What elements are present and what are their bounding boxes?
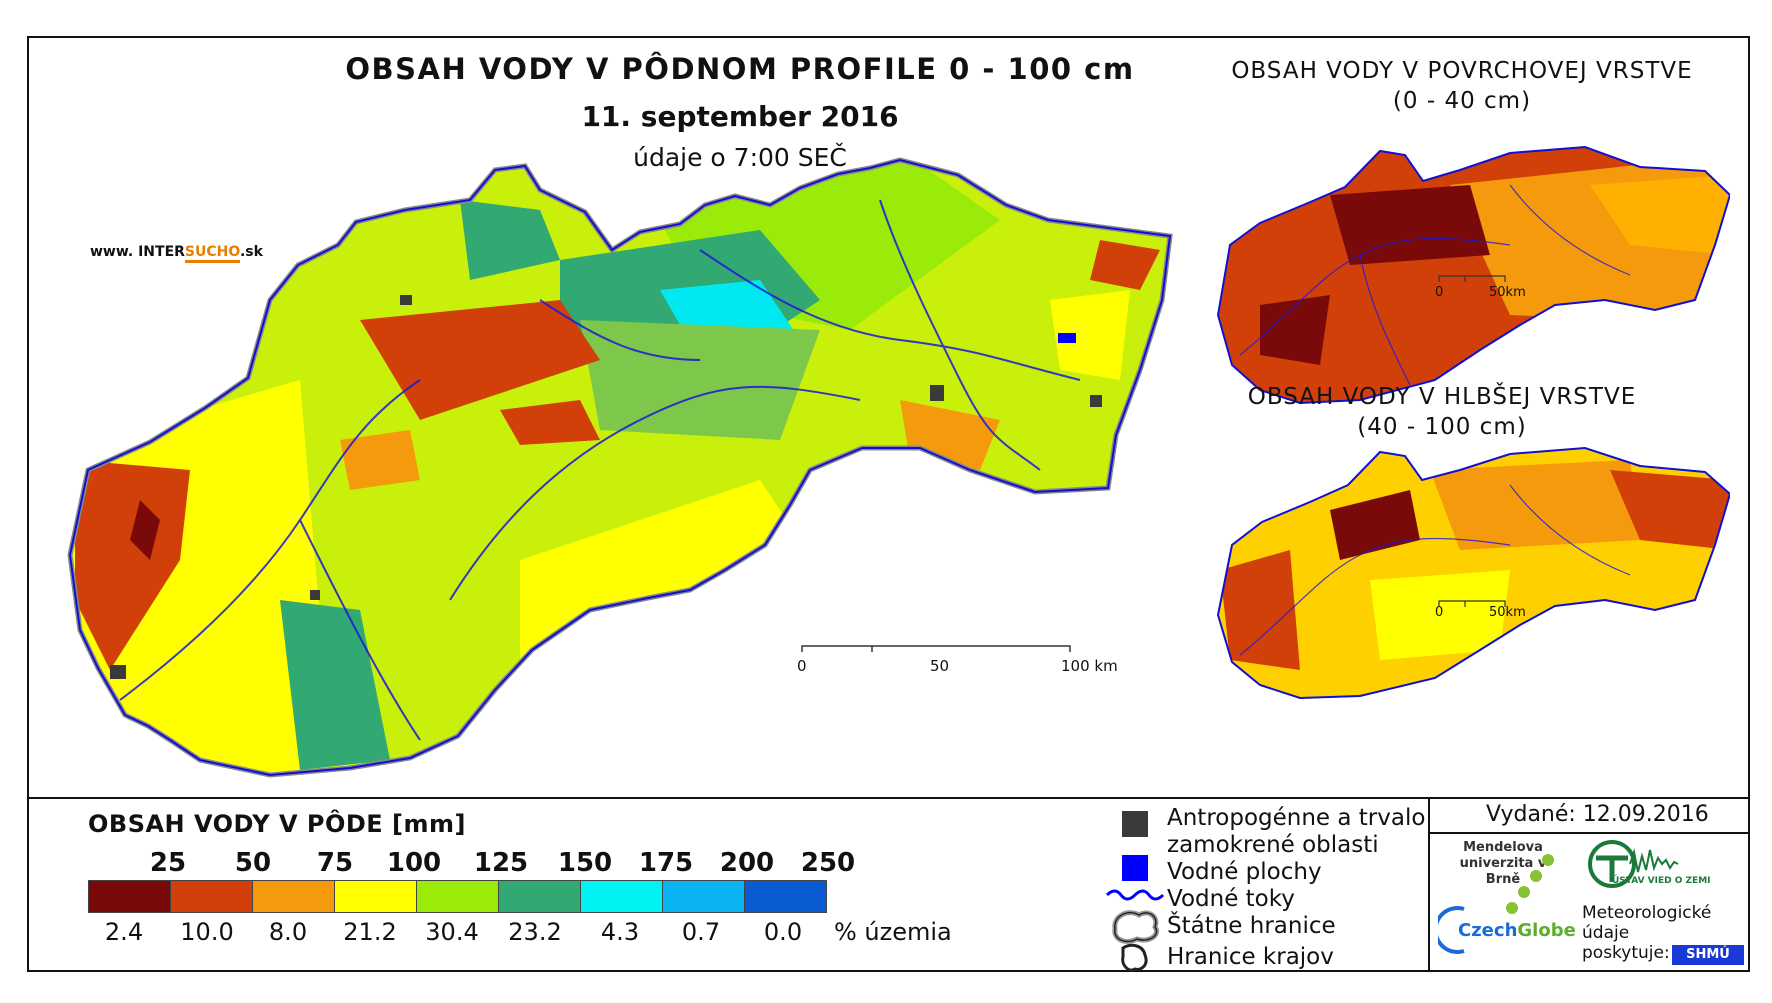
legend-limit: 100 [386,848,442,878]
legend-swatch [744,880,827,913]
deep-scale-0: 0 [1435,605,1444,620]
deep-scale-50: 50km [1489,605,1526,620]
czechglobe-logo-icon [1438,906,1465,954]
state-border-icon [1112,910,1159,944]
legend-percent: 0.0 [763,918,803,946]
meteorological-note: Meteorologické údaje poskytuje: [1582,903,1712,963]
surface-map-title: OBSAH VODY V POVRCHOVEJ VRSTVE [1231,58,1693,84]
state-border-label: Štátne hranice [1167,913,1336,939]
legend-percent: 4.3 [600,918,640,946]
map-frame [27,36,1750,972]
water-stream-icon [1105,889,1165,901]
surface-scale-0: 0 [1435,285,1444,300]
water-streams-label: Vodné toky [1167,886,1295,912]
legend-swatch [580,880,663,913]
legend-percent: 30.4 [425,918,479,946]
legend-limit: 175 [638,848,694,878]
legend-title: OBSAH VODY V PÔDE [mm] [88,810,467,838]
legend-percent-unit: % územia [834,918,952,946]
surface-layer-map [1217,146,1730,404]
legend-percent: 2.4 [104,918,144,946]
region-border-icon [1121,943,1148,972]
scale-label-0: 0 [797,657,807,675]
legend-swatch [88,880,171,913]
legend-limit: 50 [234,848,272,878]
legend-swatch [334,880,417,913]
water-areas-label: Vodné plochy [1167,859,1322,885]
czechglobe-logo-text: CzechGlobe [1458,920,1576,941]
legend-percent: 8.0 [268,918,308,946]
water-area-icon [1122,855,1148,881]
surface-map-depth: (0 - 40 cm) [1392,88,1532,114]
legend-limit: 125 [473,848,529,878]
scale-label-50: 50 [930,657,950,675]
legend-limit: 75 [316,848,354,878]
mendel-university-logo-text: Mendelova univerzita v Brně [1459,840,1547,887]
deep-map-depth: (40 - 100 cm) [1357,414,1527,440]
website-link[interactable]: www. INTERSUCHO.sk [90,244,263,263]
legend-limit: 25 [149,848,187,878]
legend-divider-vertical [1428,797,1430,972]
anthropogenic-label-2: zamokrené oblasti [1167,832,1379,858]
legend-swatch [416,880,499,913]
ustav-vied-o-zemi-logo [1588,840,1679,888]
issued-date: Vydané: 12.09.2016 [1486,802,1709,827]
time-note: údaje o 7:00 SEČ [633,143,847,172]
legend-percent: 10.0 [180,918,234,946]
surface-scale-50: 50km [1489,285,1526,300]
legend-swatch [252,880,335,913]
anthropogenic-area-icon [1122,811,1148,837]
legend-limit: 200 [719,848,775,878]
symbol-legend-icons [1105,811,1165,972]
legend-limit: 150 [557,848,613,878]
legend-divider-horizontal [1428,832,1750,834]
mendel-dots-icon [1506,854,1554,914]
deep-layer-map [1217,447,1730,699]
legend-swatch [170,880,253,913]
shmu-logo: SHMÚ [1672,945,1744,965]
ustav-logo-text: ÚSTAV VIED O ZEMI [1612,876,1711,886]
deep-map-title: OBSAH VODY V HLBŠEJ VRSTVE [1247,384,1637,410]
anthropogenic-label-1: Antropogénne a trvalo [1167,805,1426,831]
legend-limit: 250 [800,848,856,878]
main-date: 11. september 2016 [581,100,899,133]
legend-percent: 0.7 [681,918,721,946]
legend-swatch [662,880,745,913]
main-title: OBSAH VODY V PÔDNOM PROFILE 0 - 100 cm [345,52,1135,86]
scale-label-100: 100 km [1061,657,1118,675]
legend-section [27,797,1750,972]
legend-percent: 23.2 [508,918,562,946]
legend-swatch [498,880,581,913]
legend-percent: 21.2 [343,918,397,946]
region-border-label: Hranice krajov [1167,944,1334,970]
